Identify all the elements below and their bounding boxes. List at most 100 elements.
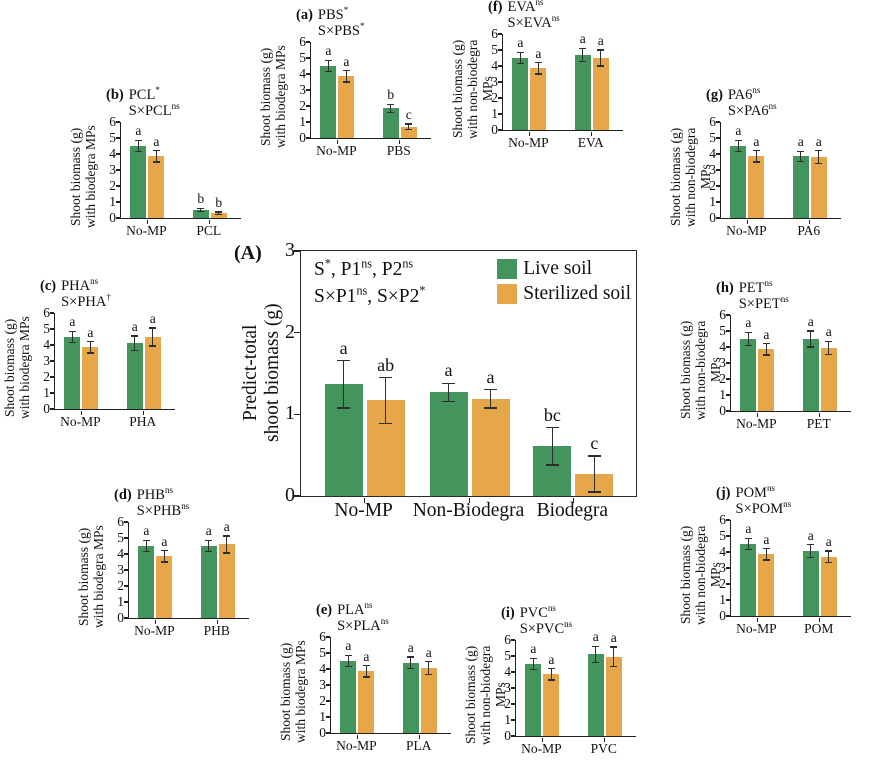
y-tick-label: 5 xyxy=(719,323,726,338)
error-bar-stem xyxy=(489,389,492,409)
y-tick-label: 5 xyxy=(319,645,326,660)
x-axis-labels: No-MP EVA xyxy=(502,135,622,153)
significance-letter: a xyxy=(153,133,160,149)
y-tick-mark xyxy=(115,201,120,203)
error-bar-cap-bottom xyxy=(405,128,413,131)
y-tick-label: 3 xyxy=(719,355,726,370)
error-bar-stem xyxy=(342,359,345,409)
y-tick-mark xyxy=(123,569,128,571)
y-tick-mark xyxy=(123,601,128,603)
bar-live_soil-No-MP xyxy=(740,544,757,616)
y-tick-mark xyxy=(725,330,730,332)
error-bar-cap-top xyxy=(425,661,433,663)
panel-title: (i) PVCns S×PVCns xyxy=(501,604,572,637)
y-tick-label: 5 xyxy=(117,530,124,545)
panel-i-pvc-chart: (i) PVCns S×PVCns Shoot biomass (g) with no… xyxy=(461,604,665,762)
y-tick-mark xyxy=(305,41,310,43)
x-axis-labels: No-MP PCL xyxy=(120,223,240,241)
significance-letter: a xyxy=(444,360,453,381)
error-bar-cap-bottom xyxy=(592,661,600,664)
x-tick-mark xyxy=(146,219,149,224)
error-bar-cap-top xyxy=(484,389,497,391)
legend-label-sterilized-soil: Sterilized soil xyxy=(523,283,631,304)
x-axis-labels: No-MP PHA xyxy=(54,414,174,432)
y-tick-mark xyxy=(115,169,120,171)
significance-letter: a xyxy=(763,531,770,547)
y-tick-label: 5 xyxy=(504,648,511,663)
significance-letter: c xyxy=(590,433,599,454)
bar-sterilized_soil-No-MP xyxy=(338,76,355,138)
y-tick-mark xyxy=(725,567,730,569)
y-tick-mark xyxy=(305,137,310,139)
x-tick-mark xyxy=(399,139,401,144)
error-bar-cap-top xyxy=(152,150,160,152)
error-bar-cap-bottom xyxy=(545,464,559,466)
y-axis-tick-labels: 0 1 2 3 xyxy=(274,239,296,506)
panel-tag: (d) xyxy=(114,487,132,503)
bar-sterilized_soil-EVA xyxy=(592,58,609,130)
x-axis-labels: No-MP PHB xyxy=(128,623,248,641)
bar-live_soil-PET xyxy=(802,339,819,411)
error-bar-cap-top xyxy=(825,550,833,552)
error-bar-cap-top xyxy=(149,327,157,329)
significance-letter: a xyxy=(87,324,94,340)
y-tick-mark xyxy=(510,719,515,721)
y-tick-mark xyxy=(497,113,502,115)
y-tick-label: 5 xyxy=(491,42,498,57)
y-tick-label: 1 xyxy=(117,594,124,609)
error-bar-cap-top xyxy=(131,335,139,337)
error-bar-cap-top xyxy=(744,331,752,334)
x-tick-label: No-MP xyxy=(60,414,101,429)
x-tick-mark xyxy=(541,737,544,742)
error-bar-stem xyxy=(593,455,596,493)
error-bar-cap-bottom xyxy=(484,407,497,409)
bar-live_soil-Non-Biodegra xyxy=(429,392,468,496)
y-tick-label: 1 xyxy=(299,114,306,129)
significance-letter: a xyxy=(579,31,586,47)
y-tick-label: 2 xyxy=(719,371,726,386)
y-tick-label: 3 xyxy=(109,162,116,177)
significance-letter: a xyxy=(517,35,524,51)
error-bar-stem xyxy=(428,661,430,676)
error-bar-stem xyxy=(347,654,350,668)
significance-letter: a xyxy=(69,314,76,330)
y-tick-label: 2 xyxy=(299,98,306,113)
error-bar-cap-top xyxy=(405,123,413,125)
x-axis-labels: No-MP PVC xyxy=(515,741,635,759)
y-tick-label: 0 xyxy=(299,130,306,145)
y-axis-label: Shoot biomass (g) with biodegra MPs xyxy=(76,525,106,629)
y-tick-mark xyxy=(497,81,502,83)
panel-e-pla-chart: (e) PLAns S×PLAns Shoot biomass (g) with bi… xyxy=(276,601,480,759)
bar-live_soil-No-MP xyxy=(130,146,147,218)
error-bar-cap-top xyxy=(442,382,455,384)
error-bar-cap-top xyxy=(223,535,231,537)
x-tick-label: PCL xyxy=(196,223,222,238)
significance-letter: a xyxy=(597,32,604,48)
error-bar-cap-bottom xyxy=(131,350,139,352)
y-tick-mark xyxy=(123,585,128,587)
bar-live_soil-No-MP xyxy=(525,664,542,736)
y-tick-label: 4 xyxy=(299,66,306,81)
x-tick-label: PET xyxy=(806,416,831,431)
error-bar-stem xyxy=(747,331,750,347)
error-bar-stem xyxy=(551,426,554,466)
x-tick-mark xyxy=(756,617,759,622)
significance-letter: b xyxy=(197,191,205,207)
significance-letter: a xyxy=(745,521,752,537)
x-tick-label: PA6 xyxy=(797,223,821,238)
significance-letter: a xyxy=(407,639,414,655)
significance-letter: a xyxy=(610,629,617,645)
significance-letter: a xyxy=(807,527,814,543)
error-bar-cap-top xyxy=(610,646,618,648)
error-bar-stem xyxy=(613,646,615,668)
error-bar-stem xyxy=(595,645,597,664)
panel-title-text: EVAns S×EVAns xyxy=(507,0,560,31)
x-tick-label: No-MP xyxy=(508,135,549,150)
panel-title: (d) PHBns S×PHBns xyxy=(114,486,189,519)
y-tick-mark xyxy=(510,687,515,689)
error-bar-stem xyxy=(537,62,540,75)
